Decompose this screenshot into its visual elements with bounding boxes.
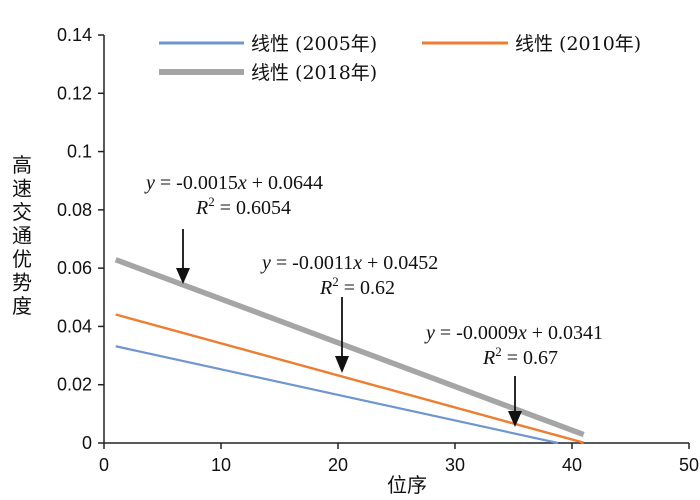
- legend-label-2010: 线性 (2010年): [515, 33, 641, 55]
- series-line-2: [114, 257, 585, 438]
- r2-2005: R2 = 0.67: [482, 344, 558, 369]
- series-line-1: [115, 313, 585, 444]
- arrowhead-2005: [508, 411, 522, 427]
- x-tick-label: 30: [445, 455, 465, 475]
- y-tick-label: 0: [82, 433, 92, 453]
- y-axis-label-char: 交: [12, 200, 32, 224]
- x-axis-label: 位序: [387, 473, 427, 497]
- x-tick-label: 10: [211, 455, 231, 475]
- legend-label-2018: 线性 (2018年): [251, 62, 377, 84]
- r2-2010: R2 = 0.62: [319, 274, 395, 299]
- x-tick-label: 40: [562, 455, 582, 475]
- y-axis-label-char: 优: [12, 247, 32, 271]
- y-tick-label: 0.06: [57, 258, 92, 278]
- legend-label-2005: 线性 (2005年): [251, 33, 377, 55]
- arrowhead-2010: [335, 356, 349, 373]
- y-tick-label: 0.14: [57, 25, 92, 45]
- r2-2018: R2 = 0.6054: [195, 194, 291, 219]
- y-tick-label: 0.04: [57, 316, 92, 336]
- y-axis-label-char: 势: [12, 271, 32, 295]
- y-axis-label-char: 度: [12, 294, 32, 318]
- y-axis-label-char: 高: [12, 153, 32, 177]
- x-tick-label: 20: [328, 455, 348, 475]
- equation-2005: y = -0.0009x + 0.0341: [424, 322, 603, 344]
- y-tick-label: 0.12: [57, 83, 92, 103]
- series-line-0: [115, 345, 559, 445]
- y-axis-label-char: 通: [12, 224, 32, 248]
- x-tick-label: 0: [99, 455, 109, 475]
- annotation-2018: y = -0.0015x + 0.0644 R2 = 0.6054: [144, 172, 323, 284]
- annotation-2010: y = -0.0011x + 0.0452 R2 = 0.62: [260, 252, 438, 373]
- annotation-2005: y = -0.0009x + 0.0341 R2 = 0.67: [424, 322, 603, 427]
- equation-2018: y = -0.0015x + 0.0644: [144, 172, 323, 194]
- equation-2010: y = -0.0011x + 0.0452: [260, 252, 438, 274]
- y-axis-label-char: 速: [12, 177, 32, 201]
- arrowhead-2018: [176, 268, 190, 284]
- legend: 线性 (2005年) 线性 (2010年) 线性 (2018年): [159, 33, 641, 84]
- y-tick-label: 0.02: [57, 375, 92, 395]
- y-tick-label: 0.1: [67, 142, 92, 162]
- x-tick-label: 50: [679, 455, 699, 475]
- y-tick-label: 0.08: [57, 200, 92, 220]
